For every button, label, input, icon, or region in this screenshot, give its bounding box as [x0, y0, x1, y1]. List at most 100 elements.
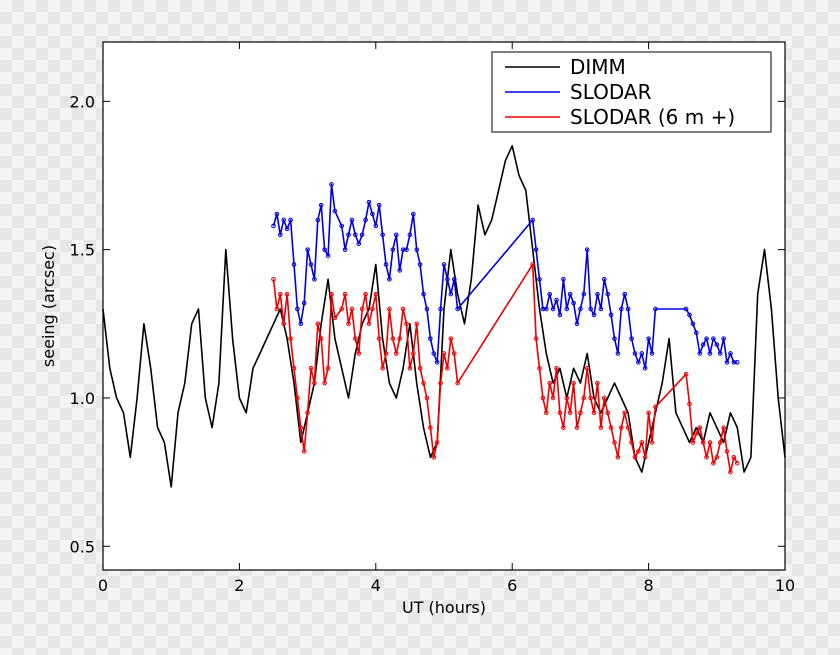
slodar-line-point [438, 306, 443, 312]
slodar-6m-line-point [305, 410, 310, 416]
slodar-6m-line-point [595, 380, 600, 386]
slodar-line-point [356, 241, 362, 247]
slodar-line-point [653, 306, 658, 312]
slodar-6m-line-point [448, 336, 454, 341]
slodar-line-point [353, 232, 358, 238]
slodar-6m-line-point [714, 454, 720, 460]
y-axis-label: seeing (arcsec) [39, 245, 58, 367]
slodar-line-point [271, 223, 276, 229]
slodar-line-point [274, 211, 280, 217]
slodar-6m-line-point [653, 404, 658, 410]
slodar-line-point [632, 351, 638, 356]
slodar-line-point [588, 306, 593, 312]
slodar-6m-line-point [728, 469, 733, 475]
x-tick-label: 6 [507, 576, 517, 595]
slodar-line-point [387, 277, 392, 282]
slodar-6m-line-point [690, 440, 696, 445]
slodar-line-point [690, 321, 696, 327]
slodar-6m-line-point [455, 380, 460, 386]
slodar-6m-line-point [540, 395, 546, 401]
slodar-6m-line-point [441, 351, 447, 356]
slodar-6m-line-point [533, 336, 539, 341]
series-layer [102, 145, 786, 488]
slodar-6m-line-point [312, 380, 317, 386]
slodar-6m-line-point [387, 306, 392, 312]
slodar-line-point [547, 291, 553, 297]
dimm-line [102, 145, 786, 488]
slodar-line-point [428, 336, 433, 341]
slodar-6m-line-point [564, 395, 570, 401]
slodar-6m-line-point [601, 395, 607, 401]
slodar-6m-line-point [557, 410, 563, 416]
slodar-6m-line-point [278, 291, 283, 297]
slodar-6m-line-point [315, 321, 321, 327]
slodar-line-point [329, 182, 334, 187]
slodar-line-point [298, 321, 304, 327]
slodar-line-point [622, 291, 628, 297]
slodar-6m-line-point [438, 380, 443, 386]
legend-label-dimm: DIMM [570, 55, 626, 79]
slodar-6m-line-point [615, 454, 621, 460]
slodar-line-point [312, 277, 317, 282]
slodar-6m-line-point [646, 410, 651, 416]
slodar-line-point [625, 306, 631, 312]
slodar-6m-line-point [271, 277, 276, 282]
slodar-line-point [455, 306, 460, 312]
slodar-line-point [574, 321, 580, 327]
slodar-6m-line-point [322, 380, 327, 386]
x-tick-label: 2 [234, 576, 244, 595]
slodar-line-point [448, 291, 454, 297]
x-tick-label: 10 [775, 576, 795, 595]
slodar-6m-line-point [383, 351, 389, 356]
slodar-line-point [411, 211, 416, 217]
slodar-line-point [346, 232, 351, 238]
slodar-6m-line-point [636, 449, 641, 454]
slodar-6m-line-point [547, 380, 553, 386]
slodar-6m-line-point [445, 365, 450, 371]
slodar-line-point [704, 336, 709, 341]
slodar-6m-line-point [632, 454, 638, 460]
slodar-6m-line-point [625, 425, 631, 430]
slodar-line-point [305, 247, 310, 252]
plot-frame [102, 41, 786, 571]
slodar-line-point [619, 306, 624, 312]
y-tick-label: 2.0 [70, 92, 95, 111]
slodar-line-point [281, 217, 287, 223]
slodar-line-point [291, 262, 297, 267]
slodar-6m-line-point [700, 440, 706, 445]
legend-label-slodar-6m: SLODAR (6 m +) [570, 105, 735, 129]
slodar-line-point [390, 247, 396, 252]
slodar-6m-line-point [318, 336, 324, 341]
slodar-line-point [363, 217, 368, 223]
slodar-6m-line-point [598, 425, 604, 430]
slodar-line-point [584, 247, 590, 252]
slodar-6m-line-point [332, 315, 338, 321]
slodar-line-point [404, 247, 409, 252]
slodar-6m-line-point [711, 460, 716, 466]
slodar-line-point [530, 217, 535, 223]
slodar-line-point [595, 291, 600, 297]
slodar-6m-line-point [550, 395, 556, 401]
slodar-6m-line-point [683, 371, 689, 377]
slodar-line-point [284, 226, 290, 232]
slodar-line-point [431, 351, 437, 356]
y-tick-label: 0.5 [70, 537, 95, 556]
slodar-6m-line-point [329, 291, 334, 297]
slodar-6m-line-point [404, 321, 409, 327]
slodar-6m-line-point [339, 306, 345, 312]
slodar-6m-line-point [291, 365, 297, 371]
slodar-6m-line-point [417, 365, 423, 371]
slodar-6m-line-point [721, 425, 726, 430]
x-axis-label: UT (hours) [402, 598, 486, 617]
slodar-line-point [687, 312, 692, 318]
slodar-6m-line-point [295, 395, 300, 401]
slodar-line-point [615, 351, 621, 356]
slodar-6m-line [272, 263, 738, 473]
slodar-6m-line-point [554, 365, 559, 371]
slodar-6m-line-point [301, 449, 307, 454]
slodar-line-point [417, 262, 423, 267]
y-tick-label: 1.5 [70, 241, 95, 260]
slodar-line-point [694, 330, 699, 335]
slodar-line-point [544, 306, 549, 312]
slodar-6m-line-point [731, 454, 737, 460]
